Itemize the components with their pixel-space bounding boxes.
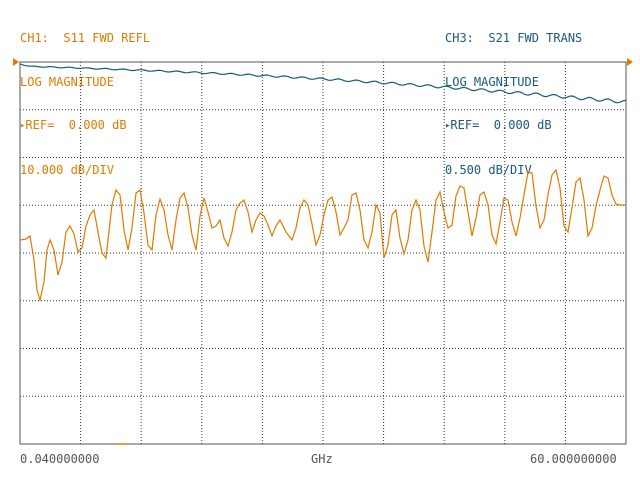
channel3-trace (19, 63, 627, 104)
channel1-title: CH1: S11 FWD REFL (20, 31, 151, 45)
channel1-ref-marker-icon: ▸ (20, 121, 26, 131)
channel1-scale: 10.000 dB/DIV (20, 162, 114, 177)
left-ref-marker-icon (13, 58, 19, 66)
graticule-border (19, 61, 627, 445)
channel3-scale: 0.500 dB/DIV (445, 162, 532, 177)
channel3-header: CH3: S21 FWD TRANS LOG MAGNITUDE ▸REF= 0… (445, 2, 582, 192)
graticule-grid (20, 62, 626, 444)
channel3-format: LOG MAGNITUDE (445, 74, 539, 89)
channel1-ref-row: ▸REF= 0.000 dB (20, 118, 150, 134)
channel3-ref-row: ▸REF= 0.000 dB (445, 118, 582, 134)
channel1-trace (19, 168, 626, 303)
frequency-unit: GHz (311, 452, 333, 466)
channel3-ref-marker-icon: ▸ (445, 121, 451, 131)
channel1-format: LOG MAGNITUDE (20, 74, 114, 89)
stop-frequency: 60.000000000 (530, 452, 617, 466)
channel3-ref: REF= 0.000 dB (450, 118, 552, 132)
start-frequency: 0.040000000 (20, 452, 100, 466)
right-ref-marker-icon (627, 58, 633, 66)
channel1-header: CH1: S11 FWD REFL LOG MAGNITUDE ▸REF= 0.… (20, 2, 150, 192)
channel3-title: CH3: S21 FWD TRANS (445, 31, 583, 45)
channel1-ref: REF= 0.000 dB (25, 118, 127, 132)
